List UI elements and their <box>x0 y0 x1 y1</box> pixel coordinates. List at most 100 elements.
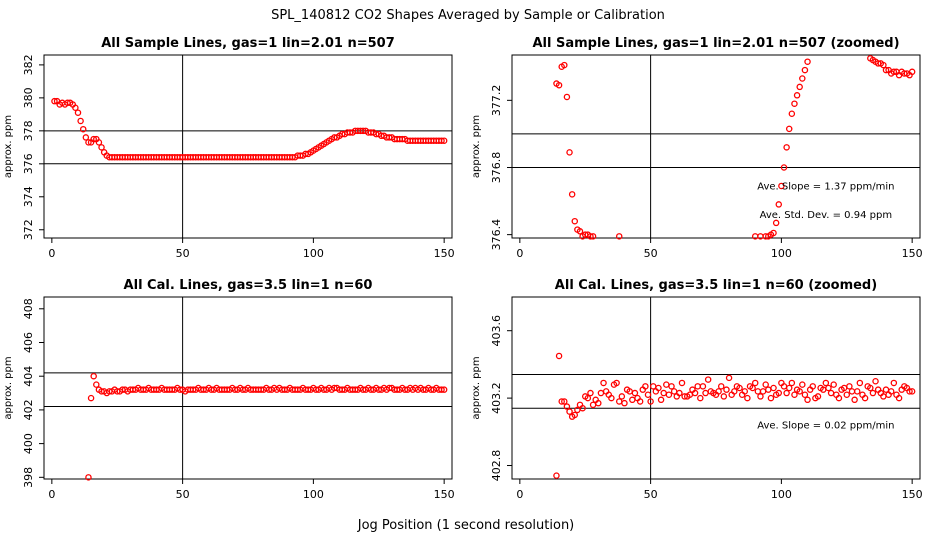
chart2-data-point <box>785 125 793 133</box>
chart4-data-point <box>804 396 811 404</box>
chart4-data-point <box>906 388 913 395</box>
chart1-x-tick-label-2: 50 <box>176 247 190 260</box>
chart4-data-point <box>853 388 861 395</box>
chart4-data-point <box>835 394 843 402</box>
chart3-x-tick-label-4: 150 <box>434 488 455 501</box>
chart4-data-point <box>561 398 568 405</box>
chart4-x-tick-label-4: 150 <box>902 488 923 501</box>
chart2-y-tick-label-1: 376.4 <box>490 219 503 251</box>
chart1-data-point <box>79 125 87 133</box>
chart3-y-tick-label-3: 402 <box>22 399 35 420</box>
chart4-data-point <box>725 374 733 382</box>
chart4-y-tick-label-2: 403.2 <box>490 382 503 414</box>
chart4-x-tick-label-1: 0 <box>516 488 523 501</box>
chart4-data-point <box>571 411 579 419</box>
chart2-data-point <box>788 110 796 118</box>
chart3-data-point <box>438 386 445 393</box>
chart2-data-point <box>571 217 579 225</box>
chart1-series-1 <box>51 97 448 161</box>
chart4-data-point <box>657 396 665 404</box>
chart4-data-point <box>613 379 620 387</box>
chart3-plot-frame <box>43 296 453 480</box>
chart4-data-point <box>678 379 686 387</box>
chart4-annotation-1: Ave. Slope = 0.02 ppm/min <box>757 420 894 431</box>
chart4-data-point <box>775 389 783 397</box>
chart1-y-tick-label-1: 372 <box>22 219 35 240</box>
chart-panel-2: All Sample Lines, gas=1 lin=2.01 n=507 (… <box>471 36 923 260</box>
chart1-data-point <box>82 134 90 141</box>
chart4-data-point <box>861 394 869 402</box>
chart1-data-point <box>98 144 105 151</box>
chart2-data-point <box>561 61 568 69</box>
chart4-data-point <box>890 379 898 387</box>
chart1-title: All Sample Lines, gas=1 lin=2.01 n=507 <box>101 36 395 51</box>
chart2-data-point <box>793 92 801 99</box>
chart3-data-point <box>87 394 95 402</box>
chart4-data-point <box>872 378 879 385</box>
chart2-annotation-1: Ave. Slope = 1.37 ppm/min <box>757 181 894 192</box>
chart4-data-point <box>631 389 639 397</box>
chart4-data-point <box>788 379 796 387</box>
chart4-data-point <box>856 379 864 387</box>
chart4-data-point <box>595 399 602 407</box>
chart4-data-point <box>715 388 722 395</box>
chart4-data-point <box>791 391 798 398</box>
chart4-data-point <box>757 393 764 400</box>
chart4-x-tick-label-2: 50 <box>644 488 658 501</box>
chart-panel-3: All Cal. Lines, gas=3.5 lin=1 n=60 0 50 100… <box>3 278 455 501</box>
chart2-y-tick-label-3: 377.2 <box>490 85 503 117</box>
chart4-data-point <box>579 404 586 412</box>
chart2-x-tick-label-2: 50 <box>644 247 658 260</box>
chart2-data-point <box>778 182 785 190</box>
chart4-data-point <box>642 383 649 390</box>
chart1-data-point <box>85 139 92 146</box>
chart1-y-axis-label: approx. ppm <box>3 115 14 178</box>
chart4-data-point <box>783 389 790 397</box>
chart2-data-point <box>882 66 890 74</box>
chart2-data-point <box>783 144 790 151</box>
chart2-data-point <box>775 201 783 208</box>
chart2-x-tick-label-1: 0 <box>516 247 523 260</box>
chart4-data-point <box>618 393 626 400</box>
chart3-y-axis-label: approx. ppm <box>3 356 14 419</box>
chart2-data-point <box>587 233 594 240</box>
chart4-data-point <box>887 388 895 395</box>
chart4-data-point <box>822 379 830 387</box>
chart4-data-point <box>600 379 607 387</box>
chart-panel-4: All Cal. Lines, gas=3.5 lin=1 n=60 (zoom… <box>471 278 923 501</box>
chart1-data-point <box>90 135 97 143</box>
chart4-data-point <box>799 381 806 388</box>
chart4-data-point <box>665 391 673 398</box>
chart4-y-axis-label: approx. ppm <box>471 356 482 419</box>
chart2-data-point <box>568 191 576 198</box>
chart4-data-point <box>555 352 563 360</box>
chart3-x-tick-label-3: 100 <box>303 488 324 501</box>
chart4-data-point <box>587 389 594 397</box>
chart4-data-point <box>744 394 751 402</box>
chart4-data-point <box>851 396 858 404</box>
chart4-data-point <box>697 394 704 402</box>
chart3-series-1 <box>85 372 448 481</box>
chart2-data-point <box>780 164 788 171</box>
chart3-data-point <box>93 381 100 388</box>
chart3-x-tick-label-2: 50 <box>176 488 190 501</box>
chart4-data-point <box>825 384 832 392</box>
chart1-y-tick-label-2: 374 <box>22 186 35 207</box>
chart2-x-tick-label-3: 100 <box>771 247 792 260</box>
chart2-data-point <box>563 93 571 101</box>
chart1-x-tick-label-1: 0 <box>48 247 55 260</box>
chart4-data-point <box>699 383 707 390</box>
chart4-data-point <box>867 384 874 392</box>
figure-x-axis-label: Jog Position (1 second resolution) <box>357 518 575 533</box>
chart4-data-point <box>636 398 644 405</box>
chart3-x-tick-label-1: 0 <box>48 488 55 501</box>
chart1-data-point <box>440 137 448 144</box>
chart2-data-point <box>880 61 887 69</box>
chart4-series-1 <box>553 352 916 479</box>
chart4-data-point <box>621 399 628 407</box>
chart4-data-point <box>796 388 803 395</box>
chart4-data-point <box>584 394 592 402</box>
chart4-data-point <box>704 376 712 383</box>
chart2-data-point <box>555 81 563 89</box>
